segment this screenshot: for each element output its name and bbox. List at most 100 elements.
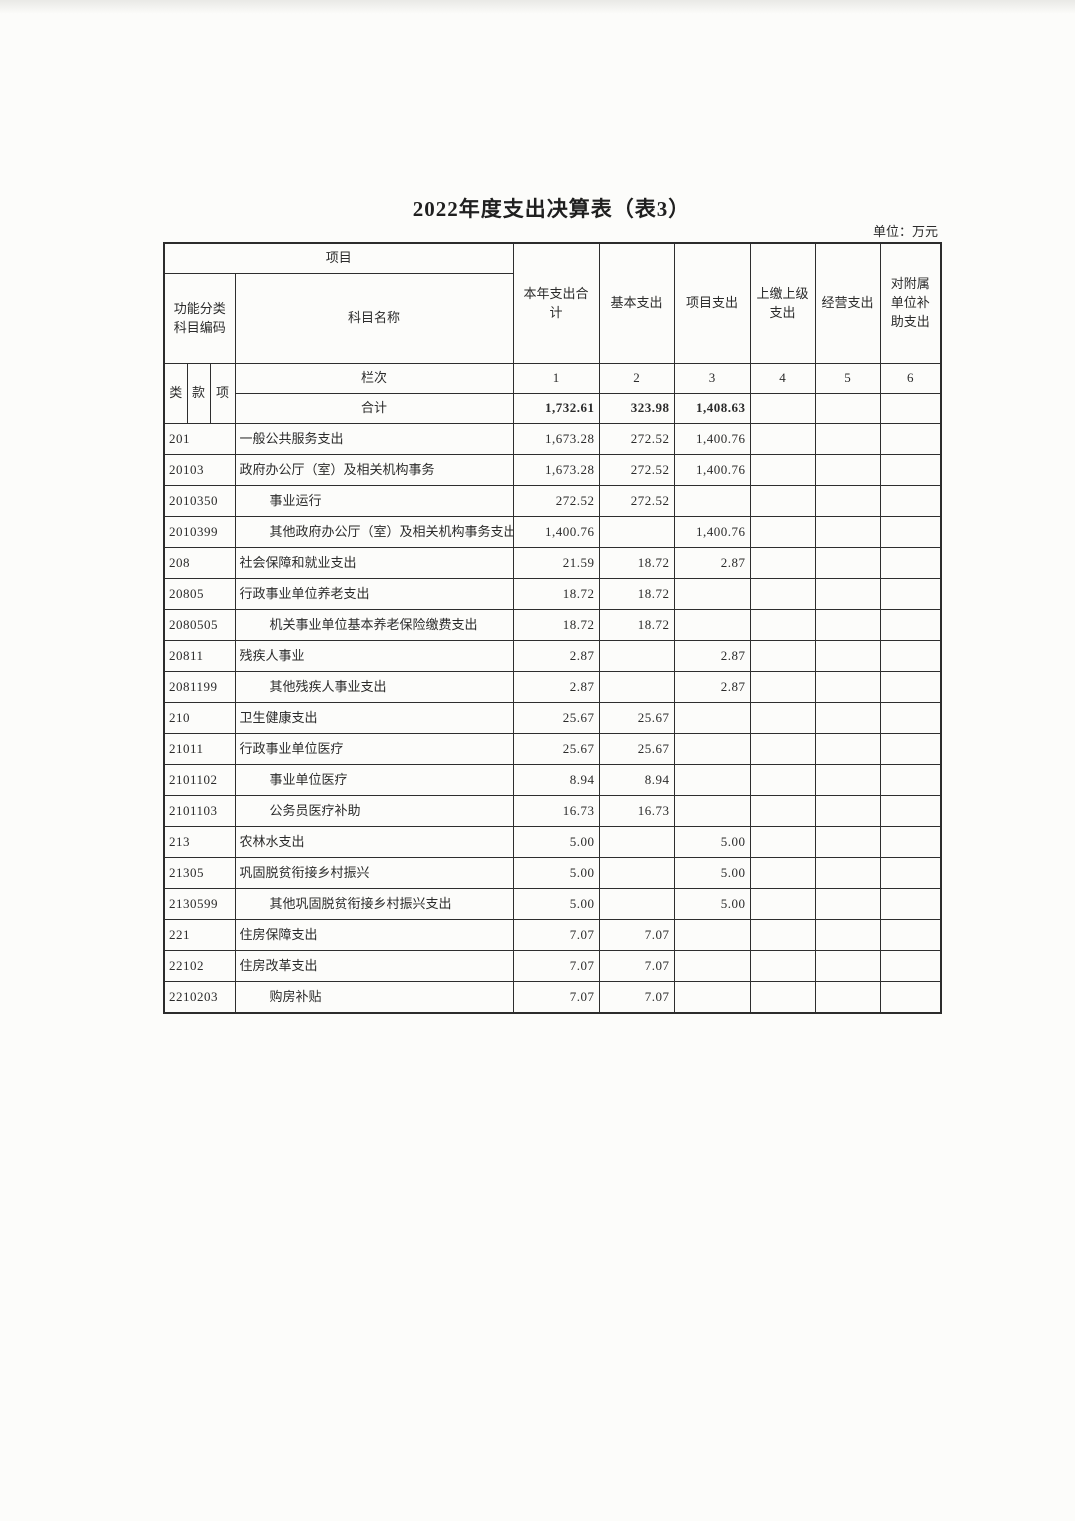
- row-value-operating: [814, 733, 881, 765]
- row-value-current-year-total: 5.00: [512, 857, 600, 889]
- report-sheet: 2022年度支出决算表（表3） 单位：万元 项目 本年支出合计 基本支出 项目支…: [163, 196, 943, 1014]
- row-value-project: 1,400.76: [673, 454, 751, 486]
- row-value-current-year-total: 25.67: [512, 733, 600, 765]
- row-value-project: 5.00: [673, 888, 751, 920]
- row-value-upturned: [749, 578, 816, 610]
- row-code: 221: [163, 919, 236, 951]
- rank-number: 4: [749, 363, 816, 394]
- row-subject-name: 社会保障和就业支出: [234, 547, 514, 579]
- row-subject-name: 其他残疾人事业支出: [234, 671, 514, 703]
- row-value-basic: 25.67: [598, 733, 675, 765]
- row-code: 2010350: [163, 485, 236, 517]
- row-value-subsidy: [879, 888, 942, 920]
- row-value-operating: [814, 919, 881, 951]
- row-value-operating: [814, 609, 881, 641]
- row-value-upturned: [749, 640, 816, 672]
- row-value-operating: [814, 857, 881, 889]
- row-value-current-year-total: 18.72: [512, 609, 600, 641]
- row-value-subsidy: [879, 578, 942, 610]
- row-value-basic: 7.07: [598, 981, 675, 1014]
- header-rank-label: 栏次: [234, 363, 514, 394]
- row-value-upturned: [749, 702, 816, 734]
- table-row: 201 一般公共服务支出 1,673.28 272.52 1,400.76: [163, 423, 942, 455]
- table-row: 210 卫生健康支出 25.67 25.67: [163, 702, 942, 734]
- row-subject-name: 农林水支出: [234, 826, 514, 858]
- rank-number: 5: [814, 363, 881, 394]
- row-value-operating: [814, 423, 881, 455]
- row-value-operating: [814, 454, 881, 486]
- rank-number: 1: [512, 363, 600, 394]
- row-value-basic: [598, 640, 675, 672]
- row-code: 208: [163, 547, 236, 579]
- row-value-upturned: [749, 764, 816, 796]
- row-subject-name: 其他政府办公厅（室）及相关机构事务支出: [234, 516, 514, 548]
- row-code: 210: [163, 702, 236, 734]
- table-body: 201 一般公共服务支出 1,673.28 272.52 1,400.76 20…: [163, 423, 942, 1014]
- row-value-operating: [814, 950, 881, 982]
- row-subject-name: 公务员医疗补助: [234, 795, 514, 827]
- total-value: [749, 393, 816, 424]
- row-subject-name: 事业运行: [234, 485, 514, 517]
- row-value-current-year-total: 272.52: [512, 485, 600, 517]
- header-code-item: 项: [209, 363, 236, 424]
- col-header-operating-expenditure: 经营支出: [814, 242, 881, 364]
- table-row: 20103 政府办公厅（室）及相关机构事务 1,673.28 272.52 1,…: [163, 454, 942, 486]
- row-value-current-year-total: 7.07: [512, 981, 600, 1014]
- row-value-current-year-total: 7.07: [512, 919, 600, 951]
- row-value-current-year-total: 21.59: [512, 547, 600, 579]
- row-value-subsidy: [879, 423, 942, 455]
- row-value-operating: [814, 981, 881, 1014]
- table-row: 2101102 事业单位医疗 8.94 8.94: [163, 764, 942, 796]
- total-value: [879, 393, 942, 424]
- header-subject-name: 科目名称: [234, 273, 514, 364]
- row-value-project: [673, 578, 751, 610]
- table-row: 2010350 事业运行 272.52 272.52: [163, 485, 942, 517]
- row-value-subsidy: [879, 547, 942, 579]
- row-subject-name: 其他巩固脱贫衔接乡村振兴支出: [234, 888, 514, 920]
- row-value-current-year-total: 7.07: [512, 950, 600, 982]
- row-subject-name: 政府办公厅（室）及相关机构事务: [234, 454, 514, 486]
- row-value-subsidy: [879, 919, 942, 951]
- col-header-subsidy-expenditure: 对附属单位补助支出: [879, 242, 942, 364]
- row-value-current-year-total: 1,673.28: [512, 454, 600, 486]
- col-header-basic-expenditure: 基本支出: [598, 242, 675, 364]
- header-code-section: 款: [186, 363, 211, 424]
- row-value-upturned: [749, 919, 816, 951]
- row-value-operating: [814, 795, 881, 827]
- total-label: 合计: [234, 393, 514, 424]
- row-code: 2010399: [163, 516, 236, 548]
- row-code: 20805: [163, 578, 236, 610]
- row-value-current-year-total: 5.00: [512, 888, 600, 920]
- row-value-project: [673, 950, 751, 982]
- table-row: 20811 残疾人事业 2.87 2.87: [163, 640, 942, 672]
- row-code: 22102: [163, 950, 236, 982]
- row-value-upturned: [749, 950, 816, 982]
- row-value-upturned: [749, 485, 816, 517]
- row-subject-name: 住房保障支出: [234, 919, 514, 951]
- row-code: 2080505: [163, 609, 236, 641]
- row-value-project: 1,400.76: [673, 423, 751, 455]
- row-code: 2081199: [163, 671, 236, 703]
- row-value-operating: [814, 826, 881, 858]
- row-value-current-year-total: 1,400.76: [512, 516, 600, 548]
- row-value-subsidy: [879, 702, 942, 734]
- col-header-current-year-total: 本年支出合计: [512, 242, 600, 364]
- row-value-basic: 272.52: [598, 423, 675, 455]
- row-value-current-year-total: 5.00: [512, 826, 600, 858]
- row-value-subsidy: [879, 609, 942, 641]
- row-value-basic: 16.73: [598, 795, 675, 827]
- col-header-upturned-expenditure: 上缴上级支出: [749, 242, 816, 364]
- row-value-project: [673, 609, 751, 641]
- table-row: 2080505 机关事业单位基本养老保险缴费支出 18.72 18.72: [163, 609, 942, 641]
- row-value-project: [673, 981, 751, 1014]
- row-value-upturned: [749, 547, 816, 579]
- row-value-current-year-total: 18.72: [512, 578, 600, 610]
- header-project: 项目: [163, 242, 514, 274]
- table-row: 2081199 其他残疾人事业支出 2.87 2.87: [163, 671, 942, 703]
- row-value-operating: [814, 578, 881, 610]
- row-subject-name: 事业单位医疗: [234, 764, 514, 796]
- row-value-basic: [598, 857, 675, 889]
- row-value-operating: [814, 671, 881, 703]
- table-row: 2210203 购房补贴 7.07 7.07: [163, 981, 942, 1014]
- row-value-basic: [598, 888, 675, 920]
